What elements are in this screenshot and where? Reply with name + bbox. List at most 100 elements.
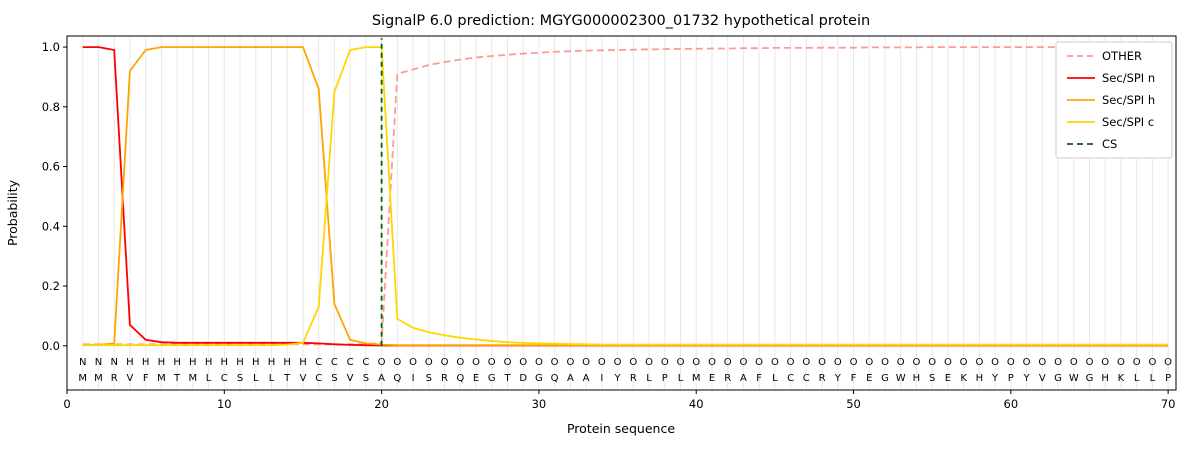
region-label: C	[362, 357, 369, 368]
region-label: O	[1148, 357, 1156, 368]
residue-letter: W	[1069, 373, 1079, 384]
residue-letter: E	[945, 373, 951, 384]
x-tick-label: 20	[374, 397, 389, 411]
residue-letter: C	[803, 373, 810, 384]
residue-letter: A	[583, 373, 590, 384]
residue-letter: V	[1039, 373, 1046, 384]
residue-letter: I	[600, 373, 603, 384]
axis-ticks	[63, 46, 1169, 394]
region-label: O	[724, 357, 732, 368]
residue-letter: W	[896, 373, 906, 384]
residue-letter: M	[692, 373, 701, 384]
plot-frame	[66, 35, 1177, 391]
residue-letter: Q	[456, 373, 464, 384]
residue-letter: F	[756, 373, 762, 384]
region-label: O	[865, 357, 873, 368]
y-tick-label: 0.8	[42, 100, 60, 114]
region-label: H	[173, 357, 181, 368]
region-label: H	[252, 357, 260, 368]
residue-letter: K	[960, 373, 967, 384]
residue-labels: NMNMNRHVHFHMHTHMHLHCHSHLHLHTHVCCCSCVCSOA…	[78, 357, 1172, 384]
residue-letter: G	[1054, 373, 1062, 384]
region-label: O	[787, 357, 795, 368]
series-line-other	[82, 46, 1169, 346]
chart-title: SignalP 6.0 prediction: MGYG000002300_01…	[372, 13, 870, 29]
x-tick-label: 70	[1161, 397, 1176, 411]
region-label: O	[488, 357, 496, 368]
residue-letter: P	[662, 373, 668, 384]
region-label: O	[850, 357, 858, 368]
residue-letter: L	[772, 373, 778, 384]
residue-letter: Y	[834, 373, 842, 384]
residue-letter: S	[363, 373, 369, 384]
residue-letter: R	[111, 373, 118, 384]
residue-letter: S	[426, 373, 432, 384]
residue-letter: G	[535, 373, 543, 384]
residue-letter: G	[488, 373, 496, 384]
region-label: H	[221, 357, 229, 368]
region-label: H	[158, 357, 166, 368]
legend-box	[1055, 41, 1173, 159]
region-label: C	[347, 357, 354, 368]
region-label: N	[110, 357, 117, 368]
residue-letter: Y	[1023, 373, 1031, 384]
y-tick-label: 0.6	[42, 160, 60, 174]
region-label: O	[991, 357, 999, 368]
residue-letter: V	[126, 373, 133, 384]
region-label: O	[1054, 357, 1062, 368]
tick-labels: 0 10 20 30 40 50 60 70 0.0 0.2 0.4 0.6 0.8 1.0	[42, 40, 1176, 411]
region-label: O	[1117, 357, 1125, 368]
region-label: O	[393, 357, 401, 368]
x-tick-label: 10	[217, 397, 232, 411]
residue-letter: L	[206, 373, 212, 384]
region-label: O	[1086, 357, 1094, 368]
region-label: O	[834, 357, 842, 368]
region-label: H	[236, 357, 244, 368]
residue-letter: E	[709, 373, 715, 384]
region-label: O	[944, 357, 952, 368]
x-tick-label: 50	[846, 397, 861, 411]
region-label: H	[142, 357, 150, 368]
residue-letter: R	[819, 373, 826, 384]
residue-letter: A	[567, 373, 574, 384]
gridlines	[82, 36, 1169, 390]
region-label: O	[582, 357, 590, 368]
legend-label: OTHER	[1102, 49, 1142, 63]
residue-letter: A	[740, 373, 747, 384]
region-label: O	[755, 357, 763, 368]
region-label: O	[677, 357, 685, 368]
region-label: O	[661, 357, 669, 368]
residue-letter: P	[1165, 373, 1171, 384]
residue-letter: L	[1150, 373, 1156, 384]
region-label: O	[409, 357, 417, 368]
y-tick-label: 1.0	[42, 40, 60, 54]
region-label: C	[331, 357, 338, 368]
region-label: H	[268, 357, 276, 368]
residue-letter: C	[221, 373, 228, 384]
region-label: O	[1133, 357, 1141, 368]
residue-letter: A	[378, 373, 385, 384]
residue-letter: T	[283, 373, 291, 384]
residue-letter: H	[1101, 373, 1109, 384]
region-label: O	[1023, 357, 1031, 368]
residue-letter: L	[253, 373, 259, 384]
x-tick-label: 0	[63, 397, 70, 411]
region-label: N	[95, 357, 102, 368]
residue-letter: P	[1008, 373, 1014, 384]
x-axis-label: Protein sequence	[567, 421, 675, 436]
y-tick-label: 0.4	[42, 219, 60, 233]
region-label: O	[566, 357, 574, 368]
residue-letter: G	[1086, 373, 1094, 384]
region-label: O	[645, 357, 653, 368]
region-label: C	[315, 357, 322, 368]
region-label: H	[205, 357, 213, 368]
region-label: O	[881, 357, 889, 368]
y-axis-label: Probability	[5, 179, 20, 246]
residue-letter: Q	[393, 373, 401, 384]
region-label: O	[472, 357, 480, 368]
residue-letter: L	[269, 373, 275, 384]
legend-label: Sec/SPI n	[1102, 71, 1155, 85]
residue-letter: M	[78, 373, 87, 384]
